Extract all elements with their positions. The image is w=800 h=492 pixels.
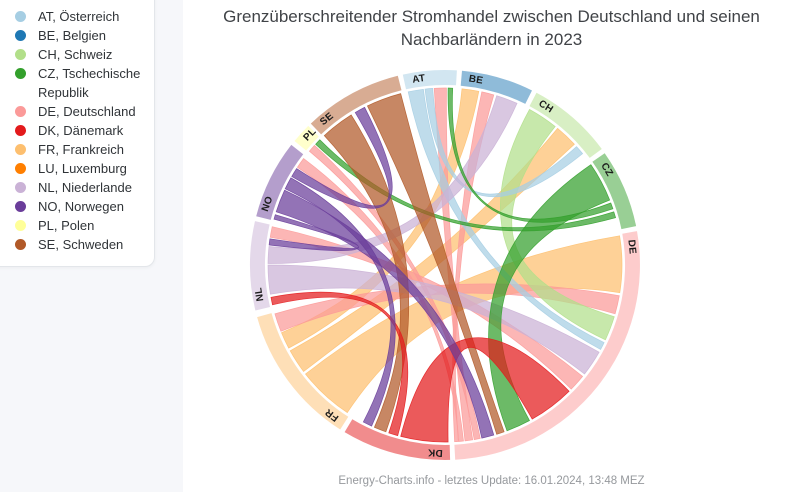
segment-arc-DE[interactable] [454, 231, 640, 460]
legend-item-FR[interactable]: FR, Frankreich [11, 140, 144, 159]
legend-item-DE[interactable]: DE, Deutschland [11, 102, 144, 121]
legend-label: NL, Niederlande [38, 180, 132, 195]
legend-item-CH[interactable]: CH, Schweiz [11, 45, 144, 64]
legend-label: NO, Norwegen [38, 199, 124, 214]
legend-color-dot-DE [15, 106, 26, 117]
legend-color-dot-NO [15, 201, 26, 212]
chart-footer-attribution: Energy-Charts.info - letztes Update: 16.… [338, 475, 645, 487]
legend-color-dot-AT [15, 11, 26, 22]
segment-arc-SE[interactable] [310, 75, 402, 135]
legend-label: CZ, Tschechische Republik [38, 66, 141, 100]
legend-item-NL[interactable]: NL, Niederlande [11, 178, 144, 197]
legend-color-dot-PL [15, 220, 26, 231]
legend-color-dot-CH [15, 49, 26, 60]
segment-arc-CZ[interactable] [592, 153, 637, 230]
segment-label-DK: DK [427, 446, 443, 458]
segment-arc-NL[interactable] [250, 221, 270, 311]
legend-color-dot-CZ [15, 68, 26, 79]
legend-item-NO[interactable]: NO, Norwegen [11, 197, 144, 216]
flow-NO-DK[interactable] [284, 177, 396, 427]
legend-label: LU, Luxemburg [38, 161, 127, 176]
segment-arc-FR[interactable] [257, 313, 349, 430]
chart-title: Grenzüberschreitender Stromhandel zwisch… [183, 5, 800, 51]
segment-arc-BE[interactable] [460, 70, 532, 104]
legend-label: AT, Österreich [38, 9, 120, 24]
legend-card: AT, Österreich BE, Belgien CH, Schweiz CZ, … [0, 0, 155, 267]
segment-label-AT: AT [412, 73, 427, 86]
legend-item-PL[interactable]: PL, Polen [11, 216, 144, 235]
legend-item-BE[interactable]: BE, Belgien [11, 26, 144, 45]
segment-arc-DK[interactable] [344, 419, 451, 460]
segment-label-BE: BE [468, 73, 484, 86]
legend-label: FR, Frankreich [38, 142, 124, 157]
chart-title-text: Grenzüberschreitender Stromhandel zwisch… [223, 7, 760, 49]
legend-item-LU[interactable]: LU, Luxemburg [11, 159, 144, 178]
legend-color-dot-FR [15, 144, 26, 155]
legend-item-DK[interactable]: DK, Dänemark [11, 121, 144, 140]
segment-arc-CH[interactable] [529, 92, 602, 158]
legend-label: DK, Dänemark [38, 123, 124, 138]
legend-label: CH, Schweiz [38, 47, 113, 62]
segment-arc-AT[interactable] [402, 70, 457, 90]
legend-color-dot-SE [15, 239, 26, 250]
legend-color-dot-DK [15, 125, 26, 136]
flow-CZ-AT[interactable] [447, 87, 614, 223]
segment-label-NL: NL [253, 287, 266, 302]
legend-label: DE, Deutschland [38, 104, 136, 119]
flow-DK-DE[interactable] [400, 337, 570, 443]
legend-color-dot-NL [15, 182, 26, 193]
segment-arc-PL[interactable] [294, 125, 319, 151]
flow-NO-DE[interactable] [275, 189, 495, 439]
legend-color-dot-LU [15, 163, 26, 174]
legend-item-AT[interactable]: AT, Österreich [11, 7, 144, 26]
flow-NO-SE[interactable] [291, 106, 393, 209]
legend-color-dot-BE [15, 30, 26, 41]
flow-SE-DE[interactable] [366, 93, 505, 435]
segment-label-NO: NO [260, 195, 275, 213]
legend-label: SE, Schweden [38, 237, 124, 252]
segment-label-DE: DE [625, 239, 637, 255]
segment-arc-NO[interactable] [256, 144, 304, 220]
legend-item-SE[interactable]: SE, Schweden [11, 235, 144, 254]
legend-label: PL, Polen [38, 218, 95, 233]
legend-label: BE, Belgien [38, 28, 106, 43]
legend-items: AT, Österreich BE, Belgien CH, Schweiz CZ, … [11, 7, 144, 254]
flow-SE-DK[interactable] [323, 114, 410, 433]
legend-item-CZ[interactable]: CZ, Tschechische Republik [11, 64, 144, 102]
flow-DK-NL[interactable] [270, 291, 409, 437]
